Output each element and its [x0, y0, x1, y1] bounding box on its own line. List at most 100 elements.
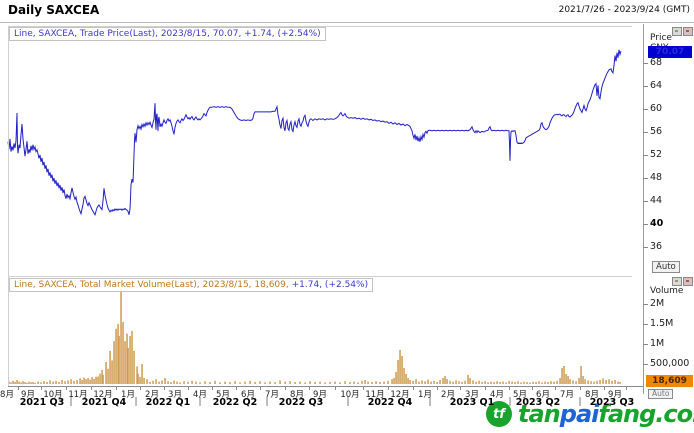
watermark-logo[interactable]: tf tanpaifang.com [486, 400, 694, 428]
x-axis-month-tick [260, 386, 261, 390]
x-axis-quarter-label: 2022 Q1 [145, 397, 191, 408]
x-axis-quarter-label: 2021 Q4 [81, 397, 127, 408]
volume-bar [199, 382, 201, 384]
volume-bar [264, 382, 266, 384]
volume-bar [113, 341, 115, 384]
volume-bar [55, 380, 57, 384]
x-axis-month-label: 4月 [193, 390, 207, 400]
volume-bar [87, 378, 89, 384]
volume-bar [611, 380, 613, 384]
price-line [7, 49, 622, 217]
x-axis-month-tick [531, 386, 533, 390]
volume-bar [444, 376, 446, 384]
volume-legend[interactable]: Line, SAXCEA, Total Market Volume(Last),… [9, 278, 374, 292]
volume-bar [399, 350, 401, 384]
volume-auto-button[interactable]: Auto [648, 389, 674, 399]
volume-bar [395, 372, 397, 384]
volume-bar [496, 381, 498, 384]
volume-bar [452, 381, 454, 384]
volume-bar [538, 381, 540, 384]
x-axis-quarter-label: 2023 Q2 [515, 397, 561, 408]
volume-bar [139, 376, 141, 384]
x-axis-month-label: 11月 [68, 390, 88, 400]
volume-bar [593, 381, 595, 384]
volume-bar [449, 380, 451, 384]
volume-bar [107, 368, 109, 384]
volume-bar [269, 381, 271, 384]
panel-options-icon[interactable] [672, 27, 682, 36]
price-auto-button[interactable]: Auto [652, 261, 680, 273]
volume-bar [433, 380, 435, 384]
volume-bar [532, 381, 534, 384]
volume-bar [599, 380, 601, 384]
x-axis-line [8, 386, 644, 387]
price-legend-text: Line, SAXCEA, Trade Price(Last), 2023/8/… [14, 29, 321, 39]
volume-bar [461, 382, 463, 384]
volume-bar [587, 380, 589, 384]
x-axis-month-tick [163, 386, 165, 390]
volume-bar [329, 382, 331, 384]
volume-bar [129, 336, 131, 384]
volume-bar [472, 380, 474, 384]
x-axis-month-label: 1月 [121, 390, 135, 400]
volume-bar [572, 380, 574, 384]
x-axis-quarter-divider: | [134, 397, 138, 407]
volume-bar [439, 380, 441, 384]
volume-bar [161, 380, 163, 384]
volume-bar [209, 382, 211, 384]
volume-bar [22, 381, 24, 384]
price-tick-label: 48 [650, 172, 663, 183]
x-axis-quarter-divider: | [346, 397, 350, 407]
volume-bar [279, 380, 281, 384]
volume-bar [239, 382, 241, 384]
volume-tick-label: 500,000 [650, 358, 690, 369]
volume-bar [299, 381, 301, 384]
volume-bar [442, 378, 444, 384]
volume-close-icon[interactable] [683, 277, 693, 286]
panel-close-icon[interactable] [683, 27, 693, 36]
price-legend[interactable]: Line, SAXCEA, Trade Price(Last), 2023/8/… [9, 27, 326, 41]
volume-bar [418, 381, 420, 384]
volume-bar [446, 379, 448, 384]
volume-bar [24, 382, 26, 384]
price-tick-label: 52 [650, 149, 663, 160]
x-axis-month-label: 2月 [441, 390, 455, 400]
volume-bar [578, 378, 580, 384]
volume-tick-mark [643, 324, 648, 325]
x-axis-month-tick [626, 386, 627, 390]
volume-bar [64, 381, 66, 384]
panel-separator [8, 276, 632, 277]
x-axis-month-tick [508, 386, 510, 390]
volume-bar [89, 379, 91, 384]
price-tick-label: 40 [650, 218, 664, 229]
x-axis-month-label: 3月 [168, 390, 182, 400]
price-tick-mark [643, 247, 648, 248]
volume-bar [155, 379, 157, 384]
price-tick-mark [643, 132, 648, 133]
x-axis-month-tick [387, 386, 389, 390]
volume-bar [136, 366, 138, 384]
volume-bar [191, 380, 193, 384]
volume-bar [339, 382, 341, 384]
volume-options-icon[interactable] [672, 277, 682, 286]
volume-bar [152, 380, 154, 384]
x-axis-month-label: 2月 [145, 390, 159, 400]
volume-bar [379, 382, 381, 384]
volume-bar [83, 377, 85, 384]
x-axis-month-tick [17, 386, 19, 390]
volume-bar [18, 381, 20, 384]
volume-bar [565, 374, 567, 384]
volume-bar [259, 381, 261, 384]
volume-tick-mark [643, 304, 648, 305]
volume-bar [70, 379, 72, 384]
volume-bar [179, 382, 181, 384]
volume-bar [605, 380, 607, 384]
volume-bar [580, 366, 582, 384]
volume-bar [544, 381, 546, 384]
volume-bar [234, 381, 236, 384]
volume-tick-label: 1.5M [650, 318, 674, 329]
last-price-marker: 70.07 [648, 46, 692, 58]
price-axis-title: Price [650, 33, 672, 43]
x-axis-quarter-divider: | [578, 397, 582, 407]
volume-bar [284, 381, 286, 384]
